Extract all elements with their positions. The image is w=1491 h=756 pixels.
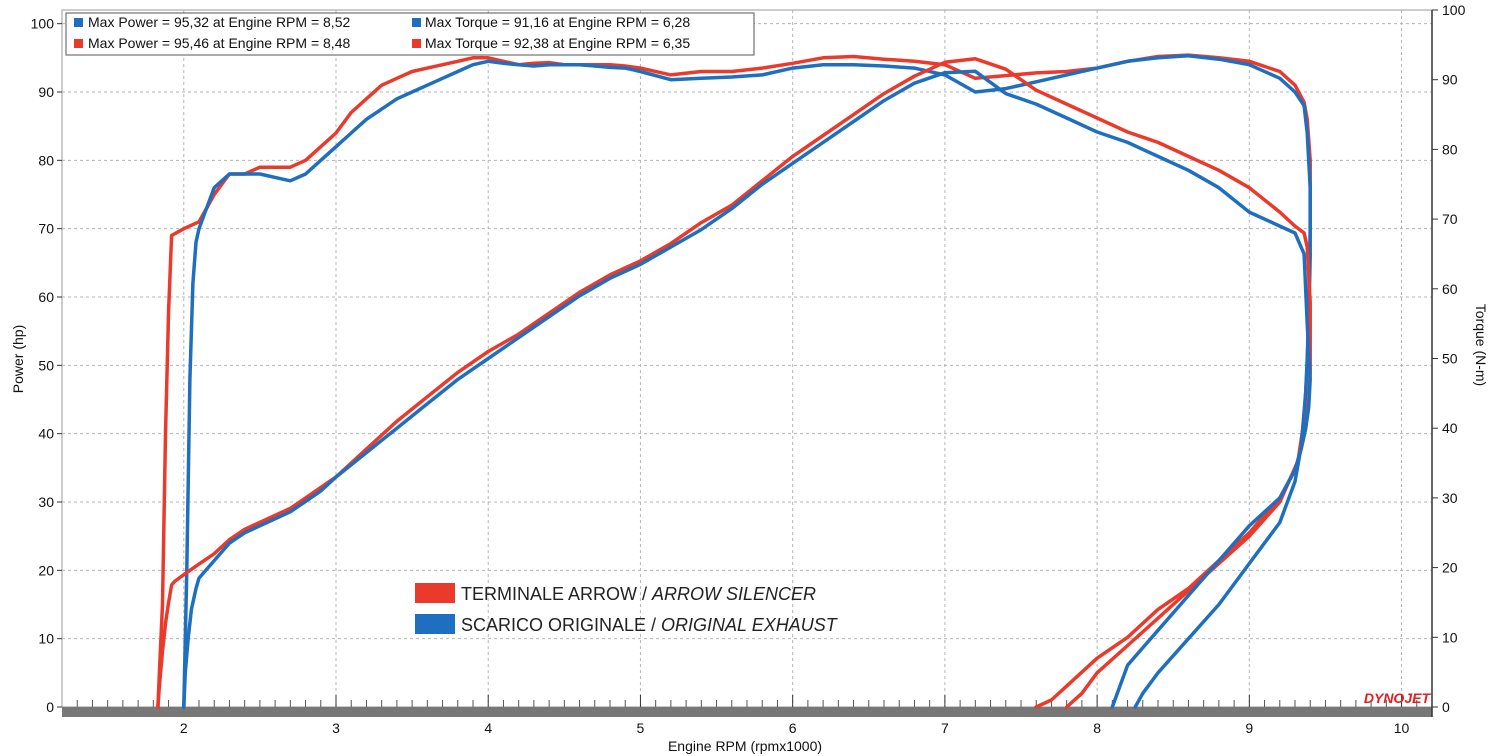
y2-tick-label-4: 40 xyxy=(1442,420,1458,436)
y-axis-title: Power (hp) xyxy=(10,325,26,393)
grid-lines xyxy=(62,10,1432,707)
y2-tick-label-5: 50 xyxy=(1442,351,1458,367)
y2-tick-label-7: 70 xyxy=(1442,211,1458,227)
series-legend-label-1-main: SCARICO ORIGINALE / xyxy=(461,615,661,635)
x-tick-label-5: 7 xyxy=(941,720,949,736)
y2-tick-label-0: 0 xyxy=(1442,699,1450,715)
y2-tick-label-2: 20 xyxy=(1442,560,1458,576)
y-tick-label-2: 20 xyxy=(38,562,54,578)
y2-tick-label-8: 80 xyxy=(1442,141,1458,157)
x-axis-tick-labels: 2 3 4 5 6 7 8 9 10 xyxy=(180,720,1410,736)
y-tick-label-9: 90 xyxy=(38,84,54,100)
header-legend-label-1: Max Torque = 91,16 at Engine RPM = 6,28 xyxy=(425,14,690,30)
header-legend-label-2: Max Power = 95,46 at Engine RPM = 8,48 xyxy=(88,35,350,51)
x-tick-label-7: 9 xyxy=(1245,720,1253,736)
header-legend-box xyxy=(65,12,755,56)
x-tick-label-2: 4 xyxy=(484,720,492,736)
series-legend: TERMINALE ARROW / ARROW SILENCER SCARICO… xyxy=(415,583,839,635)
x-tick-label-1: 3 xyxy=(332,720,340,736)
dynojet-logo: DYNOJET xyxy=(1364,690,1432,706)
header-legend-swatch-0 xyxy=(74,18,83,27)
x-tick-label-6: 8 xyxy=(1093,720,1101,736)
y-tick-label-8: 80 xyxy=(38,152,54,168)
header-legend-label-3: Max Torque = 92,38 at Engine RPM = 6,35 xyxy=(425,35,690,51)
series-line-3-torque xyxy=(182,69,1312,709)
y2-tick-label-10: 100 xyxy=(1442,2,1466,18)
header-legend-swatch-2 xyxy=(74,39,83,48)
y2-tick-label-3: 30 xyxy=(1442,490,1458,506)
y2-tick-label-6: 60 xyxy=(1442,281,1458,297)
y-tick-label-6: 60 xyxy=(38,289,54,305)
y2-tick-label-1: 10 xyxy=(1442,629,1458,645)
y2-axis-title: Torque (N-m) xyxy=(1473,304,1489,386)
series-legend-swatch-0 xyxy=(415,583,455,603)
x-tick-label-4: 6 xyxy=(789,720,797,736)
x-tick-label-8: 10 xyxy=(1394,720,1410,736)
header-legend: Max Power = 95,32 at Engine RPM = 8,52 M… xyxy=(65,12,755,56)
header-legend-swatch-1 xyxy=(412,18,421,27)
x-axis-title: Engine RPM (rpmx1000) xyxy=(668,738,822,754)
y-tick-label-10: 100 xyxy=(31,16,55,32)
y-tick-label-5: 50 xyxy=(38,357,54,373)
series-legend-swatch-1 xyxy=(415,614,455,634)
x-axis-bar xyxy=(62,707,1432,717)
series-legend-label-0: TERMINALE ARROW / ARROW SILENCER xyxy=(461,584,816,604)
series-legend-label-1-italic: ORIGINAL EXHAUST xyxy=(661,615,839,635)
y-tick-label-1: 10 xyxy=(38,631,54,647)
plot-area xyxy=(61,9,1433,708)
series-line-1-power xyxy=(182,54,1312,709)
x-tick-label-0: 2 xyxy=(180,720,188,736)
y-tick-label-7: 70 xyxy=(38,221,54,237)
x-axis-minor-ticks xyxy=(76,695,1433,707)
header-legend-swatch-3 xyxy=(412,39,421,48)
series-layer xyxy=(156,53,1312,709)
x-tick-label-3: 5 xyxy=(637,720,645,736)
y-tick-label-3: 30 xyxy=(38,494,54,510)
left-axis-ticks: 0 10 20 30 40 50 60 70 80 90 100 xyxy=(31,16,62,715)
series-legend-label-0-italic: ARROW SILENCER xyxy=(651,584,816,604)
series-legend-label-0-main: TERMINALE ARROW / xyxy=(461,584,652,604)
y-tick-label-4: 40 xyxy=(38,426,54,442)
header-legend-label-0: Max Power = 95,32 at Engine RPM = 8,52 xyxy=(88,14,350,30)
right-axis-ticks: 0 10 20 30 40 50 60 70 80 90 100 xyxy=(1432,2,1466,715)
series-legend-label-1: SCARICO ORIGINALE / ORIGINAL EXHAUST xyxy=(461,615,839,635)
y-tick-label-0: 0 xyxy=(46,699,54,715)
y2-tick-label-9: 90 xyxy=(1442,72,1458,88)
